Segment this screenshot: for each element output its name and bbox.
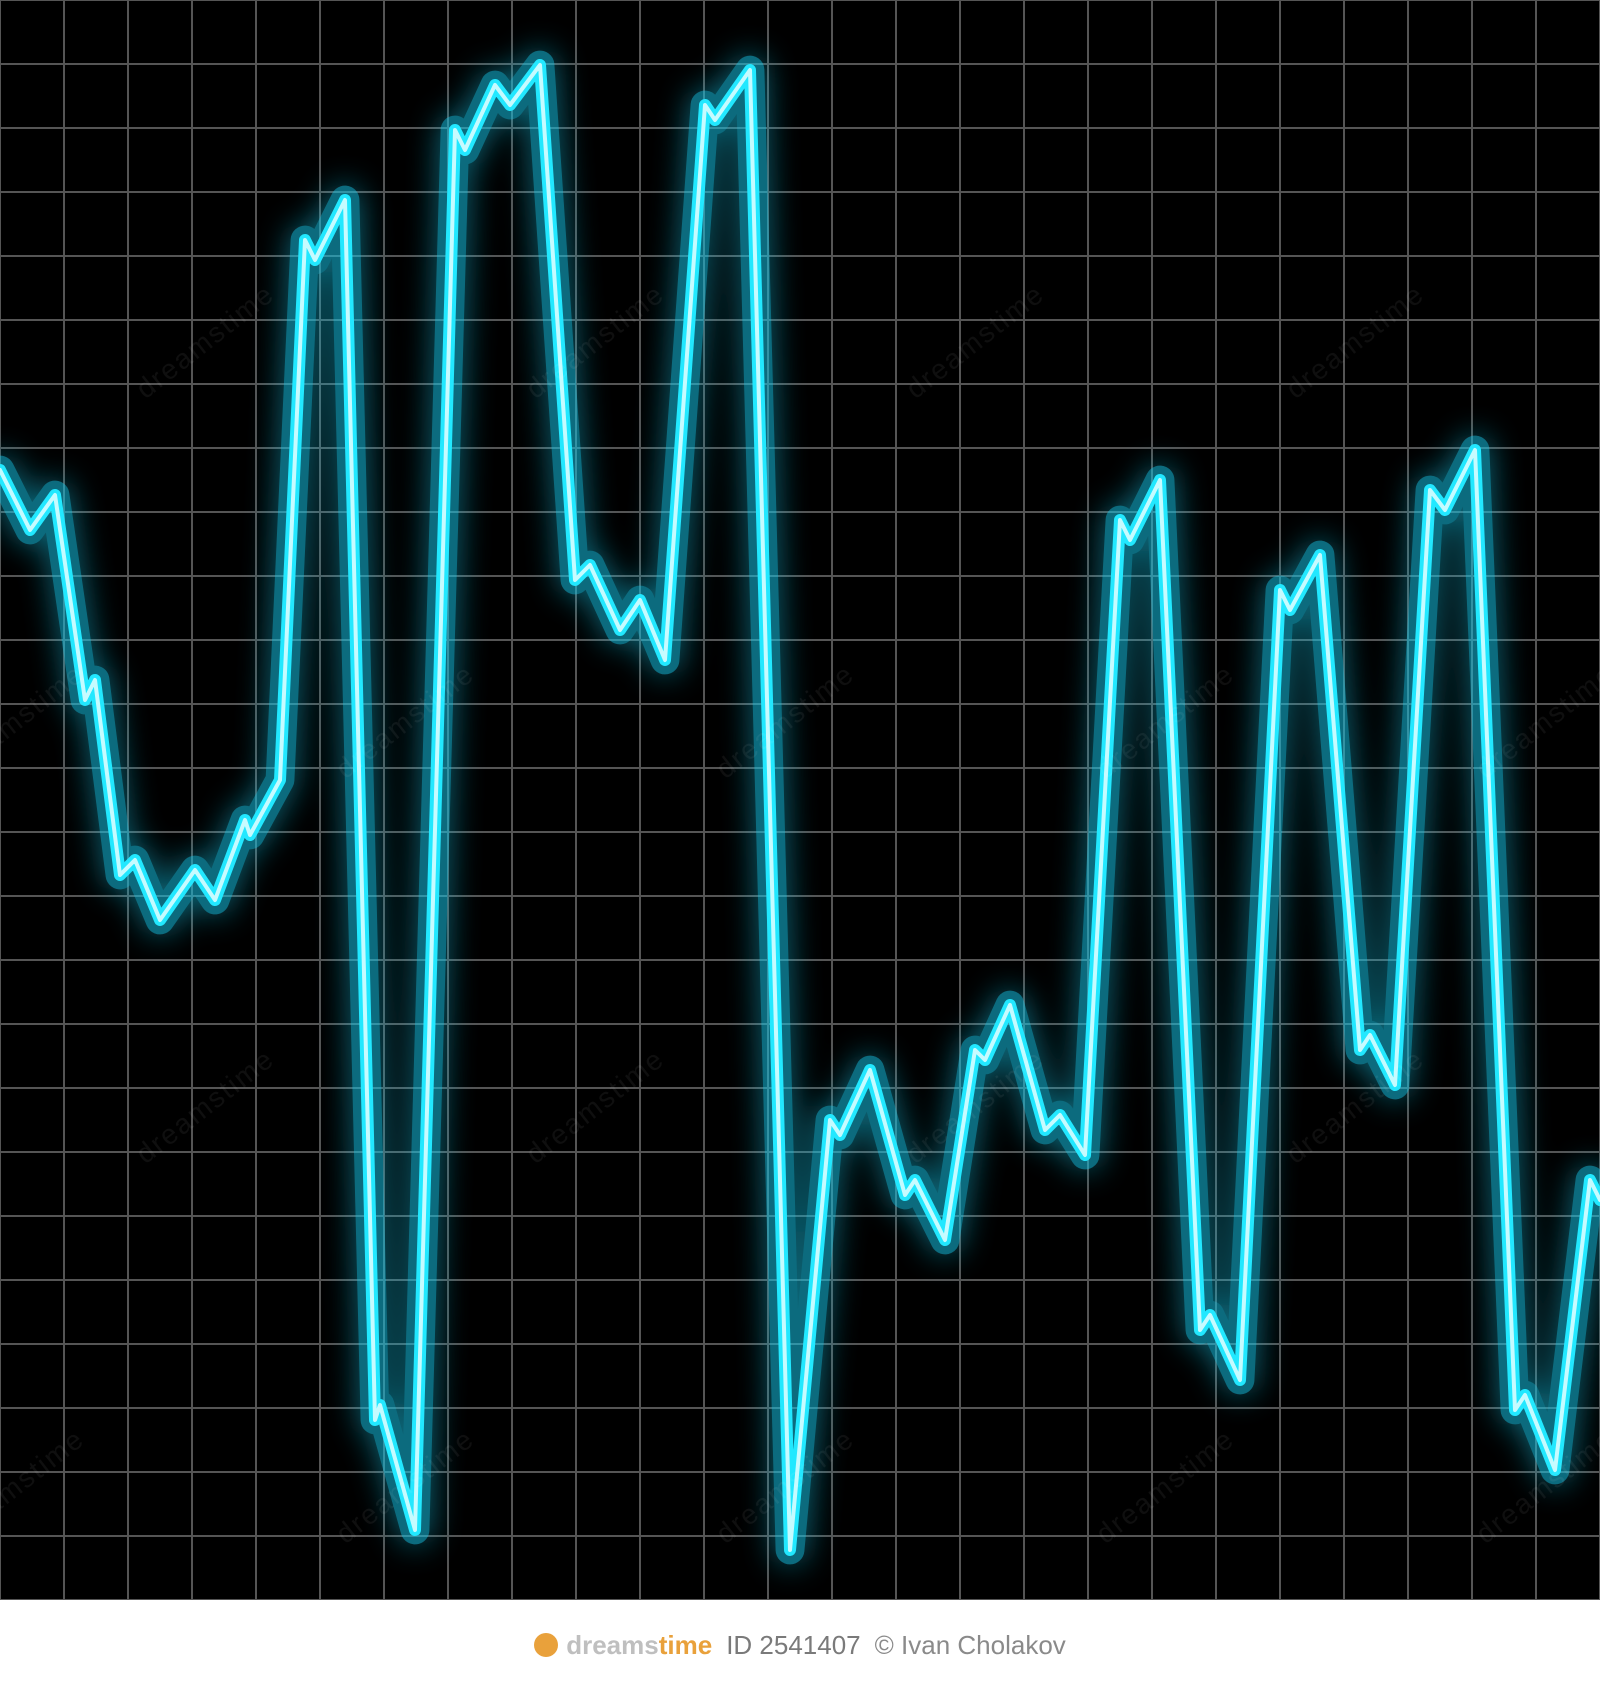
brand-logo: dreamstime — [534, 1630, 712, 1661]
oscilloscope-chart: dreamstimedreamstimedreamstimedreamstime… — [0, 0, 1600, 1690]
attribution-footer: dreamstime ID 2541407 © Ivan Cholakov — [0, 1600, 1600, 1690]
scope-svg — [0, 0, 1600, 1600]
image-id: ID 2541407 — [726, 1630, 860, 1661]
brand-prefix: dreams — [566, 1630, 659, 1660]
brand-suffix: time — [659, 1630, 712, 1660]
author-credit: © Ivan Cholakov — [875, 1630, 1066, 1661]
brand-wordmark: dreamstime — [566, 1630, 712, 1661]
brand-dot-icon — [534, 1633, 558, 1657]
